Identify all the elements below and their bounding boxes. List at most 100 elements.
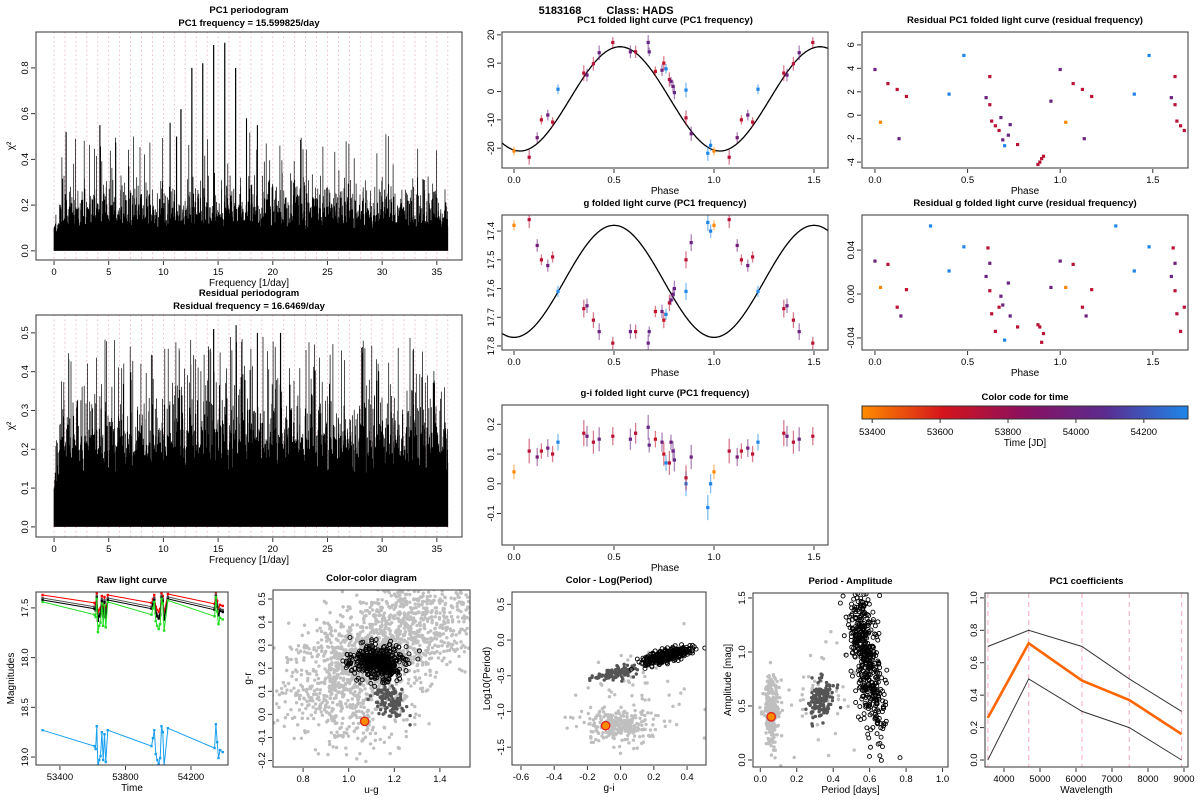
reference-star-light [787, 688, 791, 692]
reference-star-light [438, 651, 442, 655]
reference-star-light [421, 606, 426, 610]
reference-star-light [821, 657, 826, 661]
reference-star-light [434, 630, 439, 635]
data-point [611, 40, 615, 45]
light-curve-point [41, 596, 44, 600]
reference-star-light [312, 689, 317, 693]
reference-star-light [767, 689, 771, 693]
reference-star-light [289, 707, 293, 712]
reference-star-light [454, 633, 458, 637]
y-tick-label: 0.2 [257, 662, 268, 675]
light-curve-point [103, 603, 106, 607]
light-curve-point [217, 756, 220, 760]
reference-star-circle [852, 568, 856, 572]
reference-star-light [339, 671, 344, 676]
reference-star-circle [371, 669, 376, 674]
light-curve-point [99, 612, 102, 616]
reference-star-light [327, 711, 331, 716]
reference-star-light [457, 620, 461, 624]
reference-star-light [346, 698, 350, 703]
reference-star-dark [814, 687, 819, 691]
reference-star-light [364, 625, 369, 630]
reference-star-light [653, 727, 658, 732]
reference-star-light [852, 748, 856, 752]
data-point [664, 67, 668, 71]
reference-star-circle [849, 561, 853, 565]
reference-star-circle [864, 675, 870, 681]
reference-star-light [647, 698, 651, 702]
reference-star-light [356, 634, 361, 639]
reference-star-dark [827, 702, 831, 706]
reference-star-light [401, 634, 406, 638]
reference-star-circle [880, 704, 886, 710]
reference-star-light [401, 584, 404, 587]
reference-star-dark [381, 702, 385, 706]
reference-star-light [367, 611, 372, 615]
reference-star-light [535, 577, 538, 580]
reference-star-light [448, 627, 453, 631]
reference-star-light [442, 649, 446, 654]
reference-star-light [400, 584, 403, 587]
reference-star-circle [387, 672, 393, 678]
reference-star-light [359, 704, 363, 709]
y-tick-label: 0.0 [20, 520, 31, 533]
reference-star-light [605, 713, 609, 717]
chart-title: Residual periodogram [199, 288, 299, 299]
reference-star-light [595, 725, 599, 729]
reference-star-circle [870, 619, 876, 625]
data-point [551, 452, 555, 456]
reference-star-circle [846, 569, 850, 573]
light-curve-point [101, 624, 105, 628]
reference-star-dark [400, 687, 404, 692]
reference-star-light [616, 730, 621, 735]
reference-star-light [443, 595, 447, 600]
reference-star-light [356, 736, 360, 741]
reference-star-light [829, 630, 833, 634]
data-point [895, 305, 899, 309]
reference-star-light [479, 608, 482, 611]
class-label: Class: HADS [606, 5, 673, 17]
reference-star-light [308, 651, 313, 656]
reference-star-light [502, 584, 505, 587]
reference-star-light [433, 578, 436, 581]
reference-star-light [767, 722, 771, 726]
data-point [751, 255, 755, 259]
reference-star-light [417, 604, 421, 608]
reference-star-light [463, 570, 466, 573]
data-point [669, 79, 673, 83]
y-tick-label: 17.4 [486, 222, 497, 241]
reference-star-light [375, 630, 379, 634]
reference-star-circle [875, 658, 881, 664]
light-curve-point [213, 615, 216, 618]
reference-star-light [313, 710, 318, 715]
reference-star-circle [883, 699, 888, 705]
reference-star-light [654, 713, 658, 718]
data-point [582, 307, 586, 311]
y-tick-label: 6 [846, 42, 857, 47]
reference-star-light [389, 593, 394, 598]
reference-star-circle [379, 659, 385, 665]
reference-star-light [370, 689, 375, 694]
reference-star-light [294, 660, 299, 664]
reference-star-circle [361, 652, 366, 658]
reference-star-light [770, 688, 774, 693]
x-axis-label: Frequency [1/day] [209, 555, 289, 566]
reference-star-light [322, 620, 326, 625]
reference-star-light [302, 650, 307, 654]
light-curve-point [150, 605, 153, 608]
reference-star-circle [857, 615, 863, 621]
reference-star-light [345, 608, 349, 613]
reference-star-dark [393, 690, 398, 695]
reference-star-light [779, 700, 784, 705]
reference-star-light [437, 617, 442, 621]
res_pc1-panel [857, 31, 1189, 173]
reference-star-circle [880, 706, 886, 711]
y-tick-label: -0.04 [846, 327, 857, 349]
reference-star-light [533, 533, 536, 536]
reference-star-circle [865, 622, 871, 628]
reference-star-light [354, 726, 358, 731]
reference-star-light [333, 628, 338, 633]
reference-star-circle [861, 593, 867, 597]
reference-star-light [344, 635, 349, 639]
reference-star-light [586, 711, 590, 716]
